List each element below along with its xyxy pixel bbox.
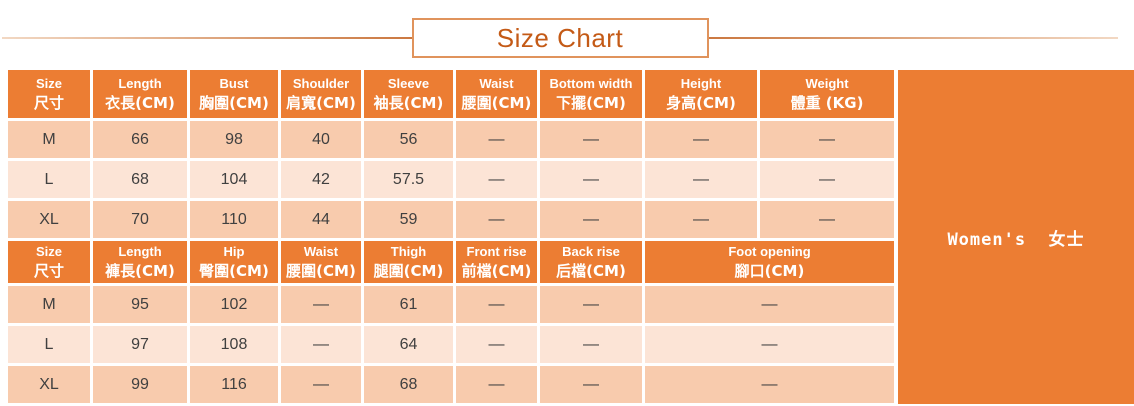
size-cell: L [8, 326, 90, 363]
header-bottom-width: Bottom width 下擺(CM) [540, 70, 642, 118]
header-length: Length 衣長(CM) [93, 70, 187, 118]
value-cell: — [760, 201, 894, 238]
value-cell: 70 [93, 201, 187, 238]
size-cell: M [8, 121, 90, 158]
value-cell: 66 [93, 121, 187, 158]
value-cell: 95 [93, 286, 187, 323]
value-cell: 97 [93, 326, 187, 363]
header-size-bottoms: Size 尺寸 [8, 241, 90, 283]
header-hip: Hip 臀圍(CM) [190, 241, 278, 283]
value-cell: 42 [281, 161, 361, 198]
table-row: M 95 102 — 61 — — — [8, 286, 894, 323]
value-cell: 40 [281, 121, 361, 158]
value-cell: 98 [190, 121, 278, 158]
header-foot-opening: Foot opening 腳口(CM) [645, 241, 894, 283]
value-cell: — [456, 286, 537, 323]
value-cell: — [540, 161, 642, 198]
value-cell: — [281, 286, 361, 323]
header-pants-length: Length 褲長(CM) [93, 241, 187, 283]
value-cell: 104 [190, 161, 278, 198]
size-cell: M [8, 286, 90, 323]
value-cell: 68 [93, 161, 187, 198]
value-cell: — [456, 201, 537, 238]
value-cell: 102 [190, 286, 278, 323]
size-cell: L [8, 161, 90, 198]
value-cell: — [645, 201, 757, 238]
value-cell: — [645, 121, 757, 158]
value-cell: — [456, 161, 537, 198]
size-cell: XL [8, 201, 90, 238]
value-cell: — [456, 366, 537, 403]
gender-label: Women's 女士 [947, 229, 1085, 250]
value-cell: 68 [364, 366, 453, 403]
value-cell: 61 [364, 286, 453, 323]
header-back-rise: Back rise 后檔(CM) [540, 241, 642, 283]
value-cell: 44 [281, 201, 361, 238]
value-cell: 59 [364, 201, 453, 238]
value-cell: 64 [364, 326, 453, 363]
bottoms-header-row: Size 尺寸 Length 褲長(CM) Hip 臀圍(CM) Waist 腰圍(CM… [8, 241, 894, 283]
header-shoulder: Shoulder 肩寬(CM) [281, 70, 361, 118]
table-row: L 68 104 42 57.5 — — — — [8, 161, 894, 198]
header-waist: Waist 腰圍(CM) [456, 70, 537, 118]
value-cell: — [540, 286, 642, 323]
header-thigh: Thigh 腿圍(CM) [364, 241, 453, 283]
value-cell: — [281, 366, 361, 403]
value-cell: — [760, 121, 894, 158]
title-rule-right [708, 37, 1118, 39]
value-cell: — [645, 326, 894, 363]
header-height: Height 身高(CM) [645, 70, 757, 118]
size-chart-table: Size 尺寸 Length 衣長(CM) Bust 胸圍(CM) Shoulder 肩… [5, 67, 897, 406]
value-cell: — [540, 326, 642, 363]
value-cell: — [456, 121, 537, 158]
table-row: XL 70 110 44 59 — — — — [8, 201, 894, 238]
title-rule-left [2, 37, 412, 39]
tops-header-row: Size 尺寸 Length 衣長(CM) Bust 胸圍(CM) Shoulder 肩… [8, 70, 894, 118]
page-title: Size Chart [496, 22, 624, 53]
value-cell: 57.5 [364, 161, 453, 198]
value-cell: 116 [190, 366, 278, 403]
value-cell: 99 [93, 366, 187, 403]
size-cell: XL [8, 366, 90, 403]
title-band: Size Chart [0, 17, 1134, 59]
header-weight: Weight 體重 (KG) [760, 70, 894, 118]
value-cell: — [645, 161, 757, 198]
header-sleeve: Sleeve 袖長(CM) [364, 70, 453, 118]
table-row: XL 99 116 — 68 — — — [8, 366, 894, 403]
header-waist-bottoms: Waist 腰圍(CM) [281, 241, 361, 283]
gender-label-panel: Women's 女士 [898, 70, 1134, 404]
value-cell: — [540, 201, 642, 238]
value-cell: — [645, 366, 894, 403]
value-cell: — [760, 161, 894, 198]
value-cell: 108 [190, 326, 278, 363]
table-row: L 97 108 — 64 — — — [8, 326, 894, 363]
value-cell: — [281, 326, 361, 363]
value-cell: — [645, 286, 894, 323]
header-front-rise: Front rise 前檔(CM) [456, 241, 537, 283]
value-cell: — [456, 326, 537, 363]
header-size: Size 尺寸 [8, 70, 90, 118]
value-cell: — [540, 366, 642, 403]
value-cell: 56 [364, 121, 453, 158]
table-row: M 66 98 40 56 — — — — [8, 121, 894, 158]
header-bust: Bust 胸圍(CM) [190, 70, 278, 118]
title-box: Size Chart [411, 18, 709, 58]
value-cell: — [540, 121, 642, 158]
value-cell: 110 [190, 201, 278, 238]
